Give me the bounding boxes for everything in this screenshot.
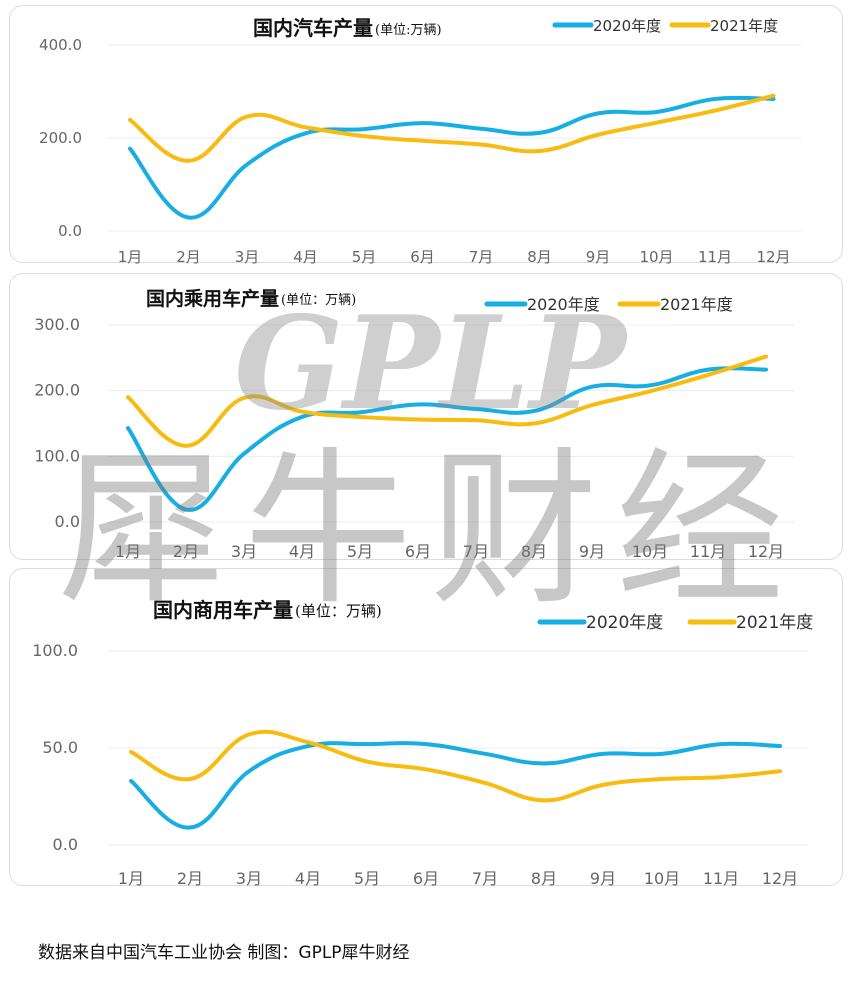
chart-title: 国内商用车产量: [153, 598, 293, 622]
x-tick-label: 11月: [703, 869, 739, 888]
x-tick-label: 4月: [295, 869, 321, 888]
x-tick-label: 7月: [469, 248, 494, 266]
x-tick-label: 7月: [463, 542, 489, 561]
y-tick-label: 100.0: [32, 641, 78, 660]
x-tick-label: 3月: [231, 542, 257, 561]
x-tick-label: 3月: [236, 869, 262, 888]
x-tick-label: 6月: [413, 869, 439, 888]
x-tick-label: 10月: [632, 542, 668, 561]
legend-label: 2021年度: [736, 613, 813, 633]
x-tick-label: 12月: [762, 869, 798, 888]
series-line-2021: [128, 93, 776, 163]
x-tick-label: 2月: [173, 542, 199, 561]
x-tick-label: 6月: [410, 248, 435, 266]
x-tick-label: 5月: [352, 248, 377, 266]
y-tick-label: 200.0: [39, 129, 82, 147]
x-tick-label: 4月: [289, 542, 315, 561]
x-tick-label: 4月: [293, 248, 318, 266]
y-tick-label: 100.0: [34, 446, 80, 465]
x-tick-label: 1月: [115, 542, 141, 561]
y-tick-label: 400.0: [39, 36, 82, 54]
y-tick-label: 0.0: [53, 835, 78, 854]
series-line-2021: [129, 729, 782, 803]
x-tick-label: 9月: [590, 869, 616, 888]
y-tick-label: 0.0: [55, 512, 80, 531]
x-tick-label: 9月: [586, 248, 611, 266]
x-tick-label: 12月: [756, 248, 790, 266]
y-tick-label: 0.0: [58, 222, 82, 240]
chart-panel-total: [9, 5, 843, 263]
y-tick-label: 200.0: [34, 381, 80, 400]
x-tick-label: 9月: [579, 542, 605, 561]
x-tick-label: 1月: [118, 869, 144, 888]
chart-unit-label: (单位：万辆): [295, 602, 382, 620]
legend-label: 2020年度: [586, 613, 663, 633]
legend-label: 2021年度: [660, 295, 733, 314]
x-tick-label: 2月: [177, 869, 203, 888]
series-line-2021: [126, 354, 768, 448]
chart-1: 0.0 100.0 200.0 300.0 1月 2月 3月 4月 5月 6月 7月 8月 9月 10月 1…: [34, 287, 794, 561]
series-line-2020: [129, 741, 782, 830]
chart-unit-label: (单位:万辆): [375, 23, 442, 38]
chart-unit-label: (单位：万辆): [281, 293, 356, 308]
x-tick-label: 5月: [354, 869, 380, 888]
x-tick-label: 10月: [639, 248, 673, 266]
chart-title: 国内乘用车产量: [146, 287, 279, 310]
legend-label: 2021年度: [710, 17, 778, 35]
x-tick-label: 11月: [698, 248, 732, 266]
x-tick-label: 8月: [531, 869, 557, 888]
chart-title: 国内汽车产量: [253, 16, 373, 40]
x-tick-label: 8月: [521, 542, 547, 561]
x-tick-label: 8月: [527, 248, 552, 266]
x-tick-label: 10月: [644, 869, 680, 888]
x-tick-label: 3月: [235, 248, 260, 266]
chart-0: 0.0 200.0 400.0 1月 2月 3月 4月 5月 6月 7月 8月 9月 10月 11月 12月…: [39, 16, 802, 266]
x-tick-label: 12月: [748, 542, 784, 561]
chart-panel-passenger: [9, 273, 843, 560]
chart-2: 0.0 50.0 100.0 1月 2月 3月 4月 5月 6月 7月 8月 9月 10月 11月 12月 国…: [32, 598, 813, 888]
x-tick-label: 1月: [118, 248, 143, 266]
series-line-2020: [126, 366, 768, 512]
y-tick-label: 300.0: [34, 315, 80, 334]
source-note: 数据来自中国汽车工业协会 制图：GPLP犀牛财经: [38, 943, 410, 963]
legend-label: 2020年度: [527, 295, 600, 314]
legend-label: 2020年度: [593, 17, 661, 35]
x-tick-label: 2月: [176, 248, 201, 266]
x-tick-label: 5月: [347, 542, 373, 561]
y-tick-label: 50.0: [42, 738, 78, 757]
x-tick-label: 7月: [472, 869, 498, 888]
x-tick-label: 11月: [690, 542, 726, 561]
x-tick-label: 6月: [405, 542, 431, 561]
series-line-2020: [128, 95, 776, 220]
